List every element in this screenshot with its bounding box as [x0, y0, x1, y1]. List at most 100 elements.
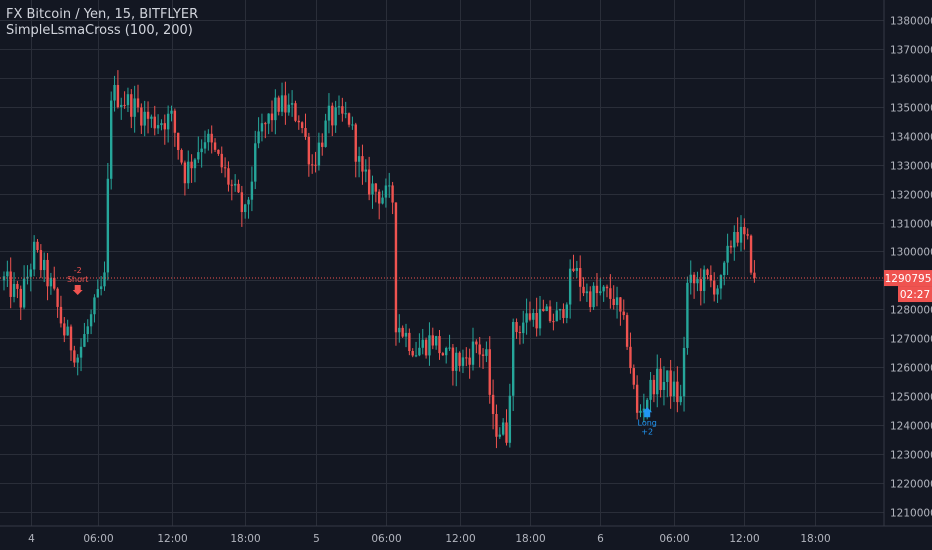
candle-body: [254, 143, 257, 182]
candle-body: [190, 161, 193, 169]
candle-body: [69, 326, 73, 351]
candle-body: [568, 268, 572, 305]
candle-body: [501, 422, 505, 435]
candle-body: [210, 133, 213, 143]
candle-body: [120, 104, 123, 108]
candle-body: [726, 245, 729, 263]
candle-body: [321, 142, 324, 147]
candle-body: [622, 311, 625, 316]
candle-body: [19, 288, 22, 308]
candle-body: [244, 204, 247, 213]
candle-body: [156, 125, 160, 129]
last-price-tag: 1290795 02:27: [884, 270, 932, 303]
candle-body: [371, 183, 374, 195]
candle-body: [575, 268, 579, 271]
x-tick-label: 06:00: [659, 533, 689, 545]
candle-body: [270, 113, 274, 121]
candle-body: [22, 278, 26, 308]
candle-body: [180, 149, 183, 163]
candle-body: [495, 414, 498, 437]
candle-body: [709, 275, 713, 281]
candle-body: [702, 269, 706, 291]
candle-body: [448, 347, 451, 349]
candle-body: [753, 272, 756, 279]
candle-body: [642, 408, 646, 411]
candle-body: [36, 241, 39, 251]
x-tick-label: 5: [313, 533, 320, 545]
candle-body: [233, 183, 237, 186]
candle-body: [579, 268, 582, 287]
candle-body: [133, 98, 136, 117]
candle-body: [290, 103, 294, 105]
candle-body: [39, 250, 43, 271]
candle-body: [696, 279, 699, 284]
symbol-title[interactable]: FX Bitcoin / Yen, 15, BITFLYER: [6, 7, 199, 22]
candle-body: [548, 306, 552, 322]
candle-body: [451, 347, 455, 371]
candle-body: [116, 84, 120, 108]
candle-body: [207, 133, 210, 143]
candle-body: [558, 309, 562, 311]
candle-body: [123, 104, 126, 106]
candle-body: [260, 123, 264, 132]
candle-body: [294, 103, 297, 121]
candle-body: [327, 105, 331, 121]
candle-body: [706, 269, 709, 276]
candle-body: [475, 341, 478, 345]
candle-body: [153, 116, 156, 129]
candle-body: [421, 339, 424, 348]
candle-body: [713, 280, 716, 295]
price-axis[interactable]: 1210000 1220000 1230000 1240000 1250000 12600…: [883, 0, 932, 526]
candle-body: [669, 370, 672, 397]
candle-body: [676, 381, 679, 403]
candle-body: [739, 226, 743, 243]
candle-body: [602, 286, 605, 292]
candle-body: [49, 277, 53, 287]
candle-body: [378, 191, 381, 204]
y-tick-label: 1350000: [890, 103, 932, 115]
x-tick-label: 12:00: [729, 533, 759, 545]
candle-body: [552, 321, 555, 323]
candle-body: [140, 107, 143, 126]
candle-body: [629, 346, 632, 369]
candle-body: [733, 232, 736, 248]
candle-body: [150, 116, 153, 119]
candle-body: [746, 234, 749, 236]
candle-body: [679, 396, 682, 403]
candle-body: [672, 381, 676, 397]
candle-body: [404, 332, 408, 337]
signal-top-label: -2: [74, 266, 82, 275]
candle-body: [334, 107, 337, 126]
candle-body: [300, 122, 304, 129]
candle-body: [277, 97, 280, 112]
candle-body: [66, 326, 69, 336]
candle-body: [729, 245, 733, 248]
candle-body: [56, 288, 59, 307]
x-tick-label: 18:00: [800, 533, 830, 545]
signal-main-label: Short: [67, 275, 88, 284]
candle-body: [93, 297, 96, 315]
candle-body: [6, 271, 9, 277]
candle-body: [324, 120, 327, 147]
candle-body: [478, 344, 481, 355]
candle-body: [130, 94, 133, 117]
candle-body: [491, 394, 495, 415]
candle-body: [689, 274, 692, 283]
time-axis[interactable]: 4 06:00 12:00 18:00 5 06:00 12:00 18:00 6 06:00 12…: [0, 525, 932, 545]
candle-body: [304, 128, 307, 137]
candle-body: [498, 434, 501, 437]
candle-body: [347, 113, 351, 125]
candle-body: [625, 315, 629, 347]
candle-body: [187, 161, 190, 184]
candle-body: [595, 285, 599, 294]
candles: [2, 70, 756, 449]
candle-body: [589, 291, 592, 308]
indicator-title[interactable]: SimpleLsmaCross (100, 200): [6, 23, 193, 38]
candle-body: [538, 308, 542, 329]
candle-body: [170, 110, 173, 114]
candle-body: [465, 357, 468, 359]
candle-body: [86, 326, 89, 335]
candle-body: [481, 354, 485, 356]
